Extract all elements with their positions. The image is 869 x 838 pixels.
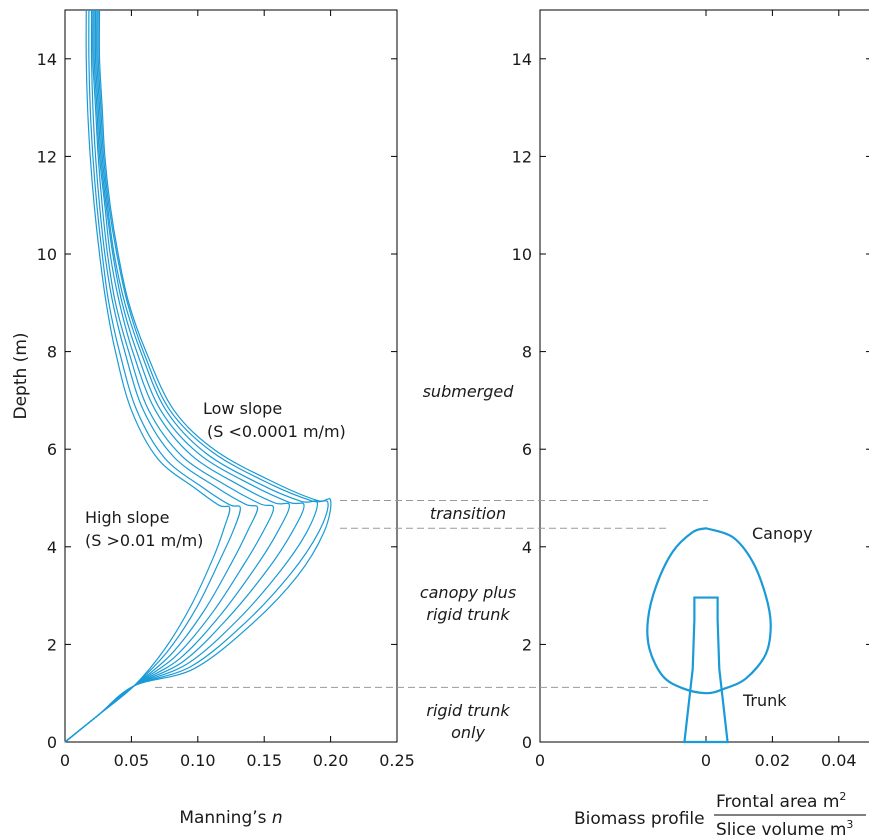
left-y-tick-label-7: 14 (37, 50, 57, 69)
left-y-tick-label-3: 6 (47, 440, 57, 459)
right-y-tick-label-0: 0 (522, 733, 532, 752)
trunk-label: Trunk (742, 691, 787, 710)
left-x-tick-label-1: 0.05 (114, 751, 150, 770)
low-slope-label: Low slope (203, 399, 282, 418)
low-slope-range: (S <0.0001 m/m) (207, 422, 346, 441)
left-x-tick-label-5: 0.25 (379, 751, 415, 770)
mannings-n-curve-6 (64, 9, 305, 743)
mannings-n-curve-8 (64, 9, 329, 743)
high-slope-label: High slope (85, 508, 169, 527)
right-y-tick-label-4: 8 (522, 343, 532, 362)
right-y-tick-label-3: 6 (522, 440, 532, 459)
mannings-n-curve-9 (64, 9, 332, 743)
left-y-axis-label: Depth (m) (11, 332, 31, 419)
left-x-tick-label-2: 0.10 (180, 751, 216, 770)
left-ticks: 0 2 4 6 8 10 12 14 0 0.05 0.10 0.15 0.20 0.25 (37, 10, 415, 770)
left-y-tick-label-1: 2 (47, 635, 57, 654)
right-x-axis-label: Biomass profile (574, 809, 705, 829)
right-x-tick-label-1: 0 (701, 751, 711, 770)
right-y-tick-label-5: 10 (512, 245, 532, 264)
left-x-axis-label: Manning’s n (179, 808, 282, 828)
mannings-n-curve-5 (64, 9, 291, 743)
right-x-tick-label-3: 0.04 (821, 751, 857, 770)
mannings-n-curve-1 (64, 9, 231, 743)
left-x-tick-label-0: 0 (60, 751, 70, 770)
left-x-tick-label-4: 0.20 (313, 751, 349, 770)
right-x-tick-label-2: 0.02 (755, 751, 791, 770)
right-y-tick-label-2: 4 (522, 538, 532, 557)
fraction-denominator: Slice volume m3 (716, 818, 853, 838)
trunk-shape (683, 596, 729, 744)
zone-submerged: submerged (423, 382, 515, 401)
right-y-tick-label-1: 2 (522, 635, 532, 654)
left-y-tick-label-4: 8 (47, 343, 57, 362)
left-y-tick-label-6: 12 (37, 147, 57, 166)
zone-canopy-line1: canopy plus (420, 583, 516, 602)
left-panel-mannings-n: 0 2 4 6 8 10 12 14 0 0.05 0.10 0.15 0.20 0.25 Depth (… (11, 9, 415, 828)
right-plot-frame (539, 9, 869, 743)
canopy-label: Canopy (752, 524, 813, 543)
left-y-tick-label-2: 4 (47, 538, 57, 557)
zone-dividers (155, 499, 708, 688)
left-y-tick-label-0: 0 (47, 733, 57, 752)
high-slope-range: (S >0.01 m/m) (85, 531, 203, 550)
canopy-shape (646, 527, 772, 695)
zone-canopy-line2: rigid trunk (426, 605, 510, 624)
mannings-n-curve-3 (64, 9, 259, 743)
mannings-n-curve-4 (64, 9, 275, 743)
mannings-n-curve-7 (64, 9, 318, 743)
left-curves (64, 9, 332, 743)
mannings-n-curve-2 (64, 9, 241, 743)
right-y-tick-label-6: 12 (512, 147, 532, 166)
fraction-numerator: Frontal area m2 (716, 790, 846, 812)
zone-rigid-line2: only (451, 723, 485, 742)
left-x-tick-label-3: 0.15 (246, 751, 282, 770)
left-plot-frame (64, 9, 398, 743)
zone-rigid-line1: rigid trunk (426, 701, 510, 720)
right-x-tick-label-0: 0 (535, 751, 545, 770)
right-y-tick-label-7: 14 (512, 50, 532, 69)
zone-transition: transition (430, 504, 506, 523)
left-y-tick-label-5: 10 (37, 245, 57, 264)
